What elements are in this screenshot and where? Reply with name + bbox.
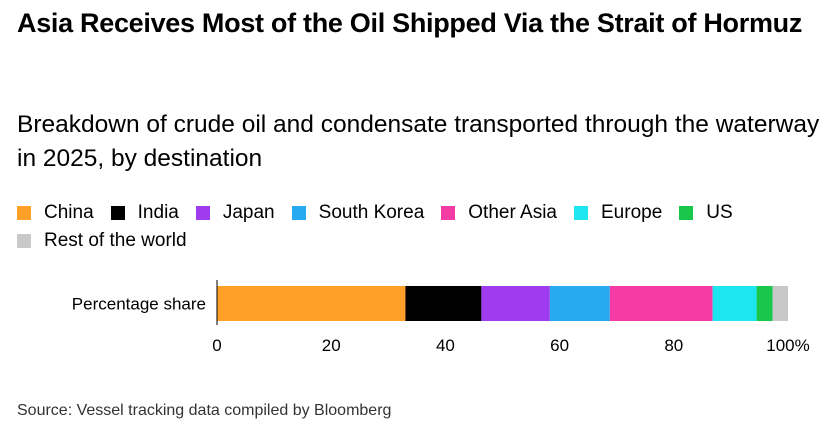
category-label: Percentage share <box>72 295 206 314</box>
legend-swatch-other-asia <box>441 206 456 220</box>
legend-swatch-us <box>679 206 694 220</box>
legend-item-india: India <box>110 199 179 227</box>
legend-label-india: India <box>137 202 179 223</box>
bar-segment-india <box>405 286 482 321</box>
legend-label-rest-of-the-world: Rest of the world <box>44 230 187 251</box>
legend-swatch-rest-of-the-world <box>17 234 31 248</box>
legend-label-europe: Europe <box>601 202 663 223</box>
legend-swatch-china <box>17 206 31 220</box>
x-tick-label-20: 20 <box>322 336 341 355</box>
legend-item-china: China <box>17 199 94 227</box>
bar-segment-rest-of-the-world <box>772 286 788 321</box>
bar-segment-europe <box>712 286 757 321</box>
legend-item-japan: Japan <box>195 199 275 227</box>
legend-label-south-korea: South Korea <box>318 202 425 223</box>
legend-label-us: US <box>706 202 733 223</box>
legend-label-japan: Japan <box>222 202 275 223</box>
bar-segment-south-korea <box>549 286 610 321</box>
legend-item-rest-of-the-world: Rest of the world <box>17 227 187 255</box>
x-tick-label-40: 40 <box>436 336 455 355</box>
bar-segment-china <box>217 286 406 321</box>
bar-segment-japan <box>481 286 550 321</box>
legend-item-south-korea: South Korea <box>291 199 425 227</box>
legend: China India Japan South Korea Other Asia Euro… <box>17 199 797 255</box>
legend-swatch-europe <box>574 206 588 220</box>
legend-item-us: US <box>679 199 733 227</box>
x-tick-label-60: 60 <box>550 336 569 355</box>
legend-swatch-japan <box>195 206 210 220</box>
chart-subtitle: Breakdown of crude oil and condensate tr… <box>17 111 820 172</box>
bar-chart: Percentage share 0 20 40 60 80 100% <box>72 280 810 355</box>
legend-label-other-asia: Other Asia <box>468 202 557 223</box>
x-tick-label-0: 0 <box>212 336 221 355</box>
legend-label-china: China <box>44 202 94 223</box>
legend-swatch-south-korea <box>291 206 306 220</box>
bar-segment-us <box>756 286 773 321</box>
x-tick-label-100: 100% <box>766 336 809 355</box>
legend-item-other-asia: Other Asia <box>441 199 557 227</box>
chart-title: Asia Receives Most of the Oil Shipped Vi… <box>17 8 803 38</box>
legend-swatch-india <box>110 206 125 220</box>
x-tick-label-80: 80 <box>664 336 683 355</box>
bar-segment-other-asia <box>609 286 713 321</box>
legend-item-europe: Europe <box>574 199 662 227</box>
source-note: Source: Vessel tracking data compiled by… <box>17 402 392 419</box>
